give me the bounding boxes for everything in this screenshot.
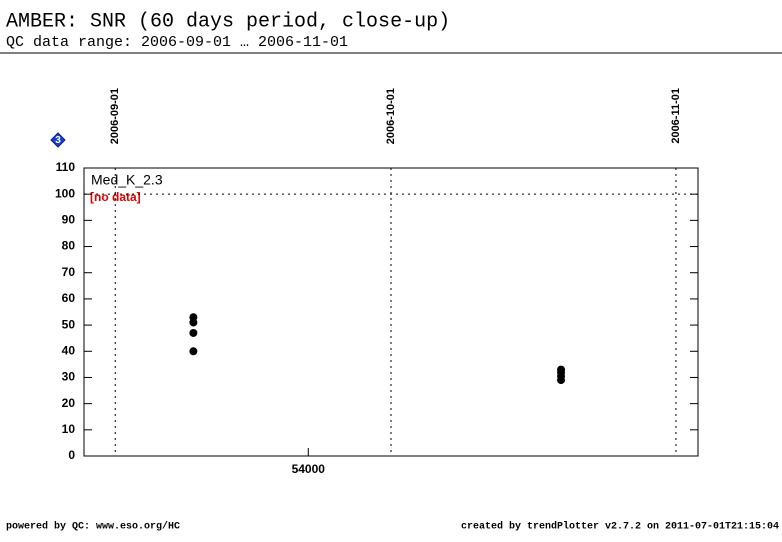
y-tick-label: 10 [62,422,76,436]
x-tick-label: 54000 [292,462,326,476]
date-marker-label: 2006-10-01 [385,88,397,144]
y-tick-label: 0 [68,448,75,462]
y-tick-label: 110 [56,160,76,174]
point [557,376,566,385]
y-tick-label: 20 [62,396,76,410]
date-marker-label: 2006-11-01 [670,88,682,144]
footer-right: created by trendPlotter v2.7.2 on 2011-0… [461,521,779,533]
badge-text: 3 [55,135,61,146]
point [189,328,198,337]
y-tick-label: 100 [55,186,75,200]
chart-subtitle: QC data range: 2006-09-01 … 2006-11-01 [6,34,348,51]
y-tick-label: 50 [62,317,76,331]
y-tick-label: 80 [62,239,76,253]
legend-label: Med_K_2.3 [91,172,163,188]
y-tick-label: 60 [62,291,76,305]
y-tick-label: 40 [62,343,76,357]
date-marker-label: 2006-09-01 [109,88,121,144]
footer-left: powered by QC: www.eso.org/HC [6,521,180,533]
y-tick-label: 70 [62,265,76,279]
no-data-note: [no data] [90,190,141,204]
chart-title: AMBER: SNR (60 days period, close-up) [6,10,450,33]
y-tick-label: 90 [62,213,76,227]
point [189,318,198,327]
badge-icon [50,132,66,148]
y-tick-label: 30 [62,370,76,384]
point [189,347,198,356]
